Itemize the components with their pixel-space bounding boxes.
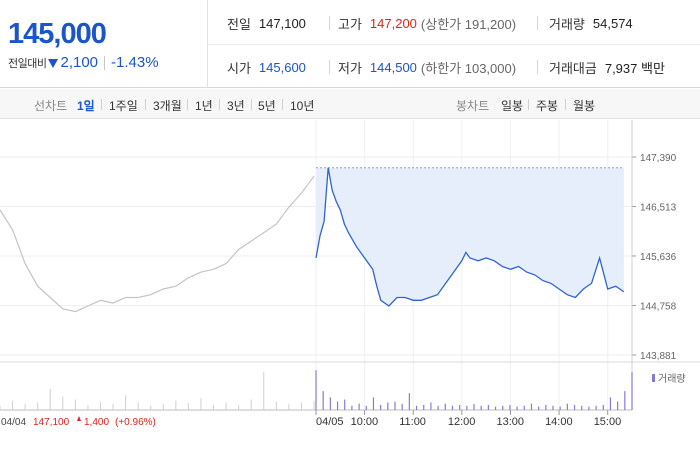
- y-tick-label: 143,881: [640, 351, 677, 362]
- x-axis: 04/05 10:00 11:00 12:00 13:00 14:00 15:00: [315, 410, 622, 428]
- y-tick-label: 147,390: [640, 153, 677, 164]
- divider: [104, 55, 106, 70]
- y-tick-label: 146,513: [640, 202, 677, 213]
- open-value: 145,600: [258, 59, 306, 75]
- change-label: 전일대비: [8, 57, 47, 70]
- tab-3-months[interactable]: 3개월: [153, 99, 182, 113]
- change-amount: 2,100: [60, 54, 99, 71]
- divider: [101, 99, 102, 110]
- y-axis: 147,390 146,513 145,636 144,758 143,881: [631, 120, 677, 410]
- x-tick-label: 15:00: [594, 416, 622, 428]
- x-tick-label: 04/05: [316, 416, 344, 428]
- prev-close-cell: 전일 147,100: [227, 13, 306, 33]
- y-tick-label: 144,758: [640, 302, 677, 313]
- x-tick-label: 10:00: [351, 416, 379, 428]
- divider: [528, 99, 529, 110]
- chart-toolbar: 선차트 1일 1주일 3개월 1년 3년 5년 10년 봉차트 일봉 주봉 월봉: [0, 89, 700, 119]
- divider: [329, 60, 330, 74]
- amount-label: 거래대금: [549, 60, 597, 76]
- high-label: 고가: [338, 16, 362, 32]
- line-chart-label: 선차트: [34, 99, 68, 113]
- prev-close-value: 147,100: [258, 15, 306, 31]
- divider: [329, 16, 330, 30]
- low-label: 저가: [338, 60, 362, 76]
- open-label: 시가: [227, 60, 251, 76]
- change-percent: -1.43%: [111, 54, 159, 71]
- tab-1-week[interactable]: 1주일: [109, 99, 138, 113]
- x-tick-label: 14:00: [545, 416, 573, 428]
- x-tick-label: 13:00: [496, 416, 524, 428]
- x-tick-label: 11:00: [399, 416, 426, 428]
- divider: [145, 99, 146, 110]
- row-divider: [208, 44, 700, 45]
- divider: [187, 99, 188, 110]
- volume-cell: 거래량 54,574: [549, 13, 633, 33]
- prev-day-date: 04/04: [1, 417, 26, 428]
- tab-weekly-candle[interactable]: 주봉: [536, 99, 559, 113]
- quote-header: 145,000 전일대비 2,100 -1.43% 전일 147,100 고가 …: [0, 0, 700, 88]
- current-price: 145,000: [8, 18, 107, 50]
- prev-day-series: [0, 175, 315, 313]
- volume-legend-label: 거래량: [658, 373, 686, 385]
- tab-1-day[interactable]: 1일: [77, 99, 95, 113]
- divider: [219, 99, 220, 110]
- volume-legend-swatch: [652, 374, 655, 382]
- tab-daily-candle[interactable]: 일봉: [501, 99, 524, 113]
- low-cell: 저가 144,500 (하한가 103,000): [338, 57, 516, 77]
- open-cell: 시가 145,600: [227, 57, 306, 77]
- volume-bars: 거래량: [0, 370, 686, 410]
- tab-1-year[interactable]: 1년: [195, 99, 213, 113]
- tab-10-years[interactable]: 10년: [290, 99, 315, 113]
- upper-limit: (상한가 191,200): [420, 16, 517, 32]
- down-triangle-icon: [48, 58, 59, 68]
- high-cell: 고가 147,200 (상한가 191,200): [338, 13, 516, 33]
- amount-cell: 거래대금 7,937 백만: [549, 57, 665, 77]
- high-value: 147,200: [369, 15, 417, 31]
- divider: [537, 60, 538, 74]
- lower-limit: (하한가 103,000): [420, 60, 517, 76]
- prev-close-label: 전일: [227, 16, 251, 32]
- divider: [282, 99, 283, 110]
- change-row: 전일대비 2,100 -1.43%: [8, 54, 159, 71]
- prev-day-close: 147,100: [33, 417, 70, 428]
- divider: [251, 99, 252, 110]
- volume-value: 54,574: [592, 15, 633, 31]
- amount-value: 7,937 백만: [604, 60, 665, 76]
- up-triangle-icon: [77, 416, 81, 421]
- today-fill: [316, 167, 624, 306]
- today-series: [315, 167, 625, 307]
- prev-day-line: [0, 175, 315, 313]
- volume-label: 거래량: [549, 16, 585, 32]
- prev-day-change-pct: (+0.96%): [115, 417, 156, 428]
- divider: [537, 16, 538, 30]
- today-line: [315, 167, 625, 307]
- tab-3-years[interactable]: 3년: [227, 99, 245, 113]
- candle-chart-label: 봉차트: [456, 99, 490, 113]
- x-tick-label: 12:00: [448, 416, 476, 428]
- price-summary: 145,000 전일대비 2,100 -1.43%: [0, 0, 208, 88]
- today-area: [316, 167, 624, 306]
- chart-footer: 04/04 147,100 1,400 (+0.96%): [1, 416, 156, 428]
- divider: [565, 99, 566, 110]
- y-tick-label: 145,636: [640, 252, 677, 263]
- tab-monthly-candle[interactable]: 월봉: [573, 99, 596, 113]
- tab-5-years[interactable]: 5년: [258, 99, 276, 113]
- prev-day-change: 1,400: [84, 417, 109, 428]
- low-value: 144,500: [369, 59, 417, 75]
